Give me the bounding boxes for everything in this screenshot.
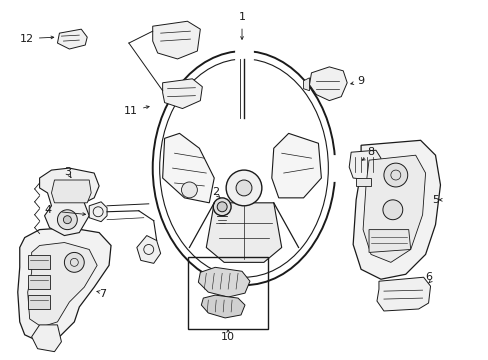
Polygon shape (89, 202, 107, 222)
Circle shape (217, 202, 226, 212)
Text: 9: 9 (357, 76, 364, 86)
Text: 4: 4 (44, 205, 51, 215)
Polygon shape (40, 168, 99, 235)
Polygon shape (309, 67, 346, 100)
Text: 7: 7 (100, 289, 106, 299)
Text: 6: 6 (424, 272, 431, 282)
Text: 3: 3 (64, 167, 71, 177)
Bar (28, 255, 49, 269)
Polygon shape (152, 21, 200, 59)
Text: 8: 8 (366, 147, 374, 157)
Text: 2: 2 (211, 187, 218, 197)
Polygon shape (198, 267, 249, 297)
Bar (188, 257, 267, 329)
Polygon shape (362, 155, 425, 262)
Polygon shape (348, 150, 380, 180)
Polygon shape (51, 180, 91, 203)
Bar (28, 295, 49, 309)
Polygon shape (352, 140, 440, 279)
Circle shape (236, 180, 251, 196)
Polygon shape (376, 277, 429, 311)
Text: 12: 12 (20, 34, 34, 44)
Polygon shape (163, 133, 214, 203)
Bar (28, 275, 49, 289)
Polygon shape (28, 243, 97, 327)
Circle shape (64, 252, 84, 272)
Polygon shape (271, 133, 321, 198)
Polygon shape (201, 295, 244, 318)
Circle shape (382, 200, 402, 220)
Circle shape (213, 198, 231, 216)
Polygon shape (163, 79, 202, 109)
Polygon shape (303, 78, 309, 91)
Polygon shape (368, 230, 410, 252)
Text: 1: 1 (238, 12, 245, 22)
Text: 10: 10 (221, 332, 235, 342)
Bar (331, 156, 345, 180)
Circle shape (383, 163, 407, 187)
Circle shape (57, 210, 77, 230)
Circle shape (181, 182, 197, 198)
Bar (236, 47, 251, 59)
Polygon shape (206, 203, 281, 262)
Circle shape (63, 216, 71, 224)
Polygon shape (137, 235, 161, 264)
Text: 5: 5 (431, 195, 438, 205)
Polygon shape (32, 325, 61, 352)
Polygon shape (57, 29, 87, 49)
Text: 11: 11 (123, 105, 138, 116)
Polygon shape (355, 178, 370, 186)
Circle shape (225, 170, 262, 206)
Polygon shape (18, 228, 111, 342)
